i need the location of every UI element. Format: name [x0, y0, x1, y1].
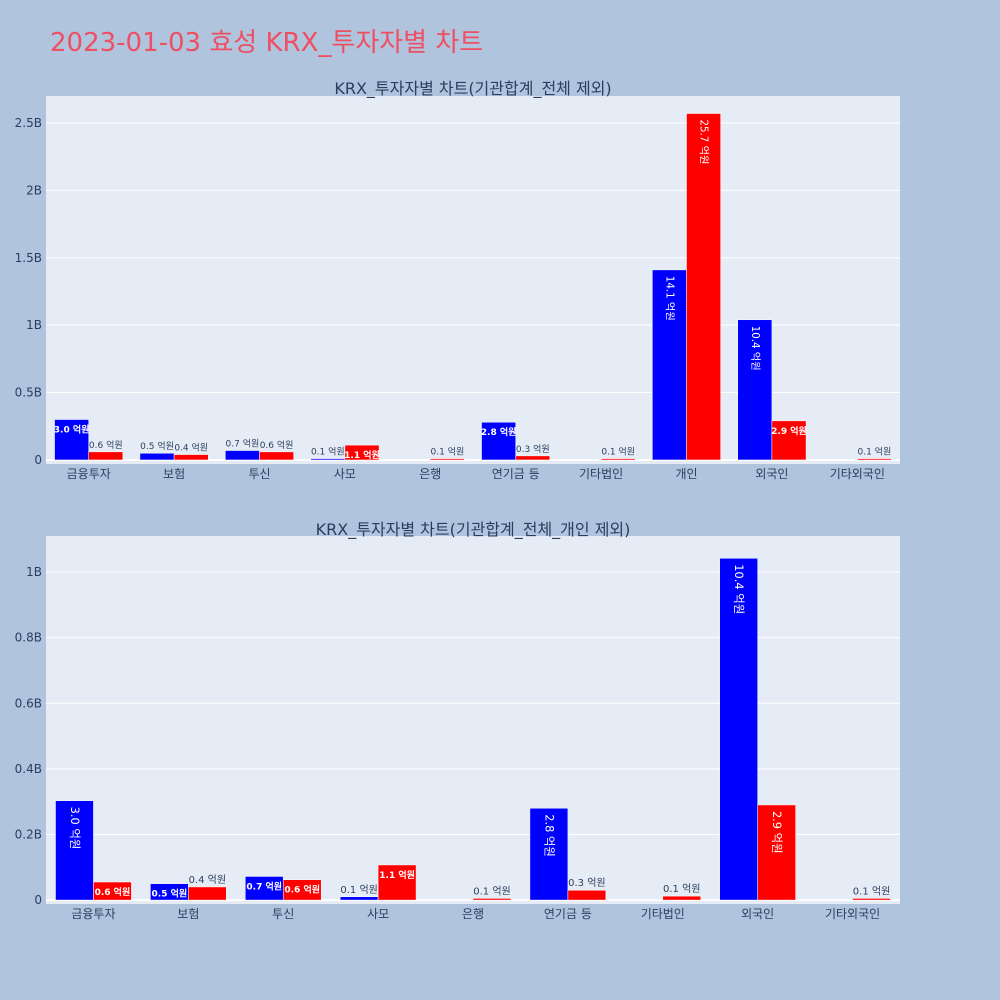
x-tick-label: 기타외국인	[830, 467, 885, 481]
chart-title: KRX_투자자별 차트(기관합계_전체 제외)	[334, 79, 611, 99]
sell-bar	[771, 420, 807, 461]
sell-bar	[377, 864, 417, 901]
data-label: 0.5 억원	[152, 888, 188, 900]
y-tick-label: 0.5B	[15, 386, 42, 400]
y-tick-label: 2.5B	[15, 116, 42, 130]
x-tick-label: 투신	[272, 907, 294, 921]
sell-bar	[93, 881, 132, 901]
x-tick-label: 개인	[675, 467, 697, 481]
buy-bar	[339, 896, 379, 901]
data-label: 25.7 억원	[698, 120, 710, 165]
data-label: 0.6 억원	[89, 439, 123, 451]
data-label: 0.4 억원	[189, 874, 226, 886]
y-tick-label: 1B	[26, 318, 42, 332]
x-tick-label: 외국인	[755, 467, 788, 481]
data-label: 1.1 억원	[344, 449, 380, 461]
x-tick-label: 보험	[177, 907, 199, 921]
sell-bar	[857, 458, 892, 461]
x-tick-label: 금융투자	[67, 467, 111, 481]
data-label: 2.9 억원	[771, 425, 807, 437]
buy-bar	[310, 458, 346, 461]
data-label: 0.1 억원	[340, 884, 377, 896]
buy-bar	[139, 452, 175, 461]
data-label: 0.1 억원	[853, 885, 890, 897]
sell-bar	[188, 886, 227, 901]
chart-title: KRX_투자자별 차트(기관합계_전체_개인 제외)	[316, 520, 631, 540]
data-label: 0.1 억원	[663, 883, 700, 895]
y-tick-label: 0.4B	[15, 762, 42, 776]
data-label: 3.0 억원	[68, 807, 82, 850]
sell-bar	[344, 444, 380, 461]
sell-bar	[757, 804, 796, 901]
buy-bar	[737, 319, 773, 461]
data-label: 2.9 억원	[770, 811, 784, 854]
data-label: 0.7 억원	[246, 880, 282, 892]
data-label: 2.8 억원	[542, 814, 556, 857]
data-label: 0.1 억원	[858, 446, 892, 458]
sell-bar	[430, 458, 465, 461]
sell-bar	[515, 455, 551, 461]
buy-bar	[225, 450, 260, 461]
data-label: 0.3 억원	[516, 443, 550, 455]
y-tick-label: 0.6B	[15, 696, 42, 710]
x-tick-label: 은행	[462, 906, 484, 921]
sell-bar	[88, 451, 124, 461]
y-tick-label: 1.5B	[15, 251, 42, 265]
data-label: 2.8 억원	[481, 426, 517, 438]
y-tick-label: 0	[34, 893, 42, 907]
page-title: 2023-01-03 효성 KRX_투자자별 차트	[50, 28, 484, 58]
data-label: 0.1 억원	[601, 446, 635, 458]
data-label: 0.3 억원	[568, 877, 605, 889]
buy-bar	[719, 558, 758, 901]
data-label: 0.7 억원	[226, 438, 260, 450]
sell-bar	[600, 458, 636, 461]
x-tick-label: 은행	[419, 466, 441, 481]
data-label: 0.6 억원	[95, 886, 131, 898]
x-tick-label: 연기금 등	[544, 907, 592, 921]
data-label: 0.5 억원	[140, 440, 174, 452]
x-tick-label: 사모	[334, 467, 356, 481]
x-tick-label: 외국인	[741, 907, 774, 921]
data-label: 0.6 억원	[260, 439, 294, 451]
sell-bar	[852, 898, 891, 901]
x-tick-label: 연기금 등	[492, 467, 540, 481]
x-tick-label: 보험	[163, 467, 185, 481]
y-tick-label: 0	[34, 453, 42, 467]
sell-bar	[686, 113, 721, 461]
x-tick-label: 기타법인	[641, 907, 685, 921]
data-label: 0.1 억원	[311, 446, 345, 458]
y-tick-label: 0.2B	[15, 827, 42, 841]
buy-bar	[55, 800, 94, 901]
buy-bar	[481, 421, 516, 461]
x-tick-label: 사모	[367, 907, 389, 921]
data-label: 0.6 억원	[284, 884, 320, 896]
y-tick-label: 0.8B	[15, 631, 42, 645]
buy-bar	[652, 269, 687, 461]
data-label: 0.1 억원	[431, 446, 465, 458]
data-label: 10.4 억원	[732, 564, 746, 614]
sell-bar	[567, 889, 607, 901]
data-label: 14.1 억원	[663, 276, 675, 321]
x-tick-label: 기타법인	[579, 467, 623, 481]
y-tick-label: 1B	[26, 565, 42, 579]
buy-bar	[529, 807, 569, 901]
sell-bar	[173, 454, 209, 461]
data-label: 0.1 억원	[473, 885, 510, 897]
y-tick-label: 2B	[26, 183, 42, 197]
buy-bar	[54, 419, 89, 461]
x-tick-label: 기타외국인	[825, 907, 880, 921]
x-tick-label: 투신	[248, 467, 270, 481]
sell-bar	[282, 879, 322, 901]
data-label: 10.4 억원	[749, 326, 761, 371]
sell-bar	[662, 895, 701, 901]
x-tick-label: 금융투자	[71, 907, 115, 921]
data-label: 0.4 억원	[174, 442, 208, 454]
data-label: 1.1 억원	[379, 869, 415, 881]
data-label: 3.0 억원	[54, 424, 90, 436]
sell-bar	[259, 451, 294, 461]
sell-bar	[472, 898, 512, 901]
